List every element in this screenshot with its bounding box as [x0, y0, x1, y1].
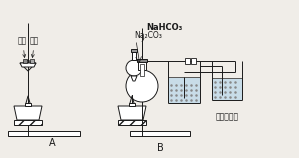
Bar [185, 58, 190, 64]
Polygon shape [20, 63, 36, 67]
Bar [23, 59, 27, 63]
Text: 白磷: 白磷 [30, 36, 39, 58]
Circle shape [126, 70, 158, 102]
Bar [169, 78, 199, 103]
Text: Na₂CO₃: Na₂CO₃ [134, 31, 162, 40]
Text: NaHCO₃: NaHCO₃ [146, 23, 182, 32]
Bar [30, 59, 34, 63]
Polygon shape [118, 106, 146, 120]
Text: B: B [157, 143, 163, 153]
Bar [138, 60, 146, 70]
Bar [213, 79, 242, 100]
Text: 红磷: 红磷 [18, 36, 27, 58]
Circle shape [126, 60, 142, 76]
Bar [131, 49, 137, 52]
Bar [137, 59, 147, 62]
Polygon shape [14, 106, 42, 120]
Bar [132, 52, 136, 60]
Bar [25, 103, 31, 106]
Text: 澄清石灰水: 澄清石灰水 [216, 112, 239, 121]
Bar [8, 131, 80, 136]
Bar [129, 103, 135, 106]
Polygon shape [118, 120, 146, 125]
Text: A: A [49, 138, 55, 148]
Polygon shape [14, 120, 42, 125]
Bar [130, 131, 190, 136]
Bar [140, 64, 144, 76]
Polygon shape [131, 76, 137, 81]
Bar [191, 58, 196, 64]
